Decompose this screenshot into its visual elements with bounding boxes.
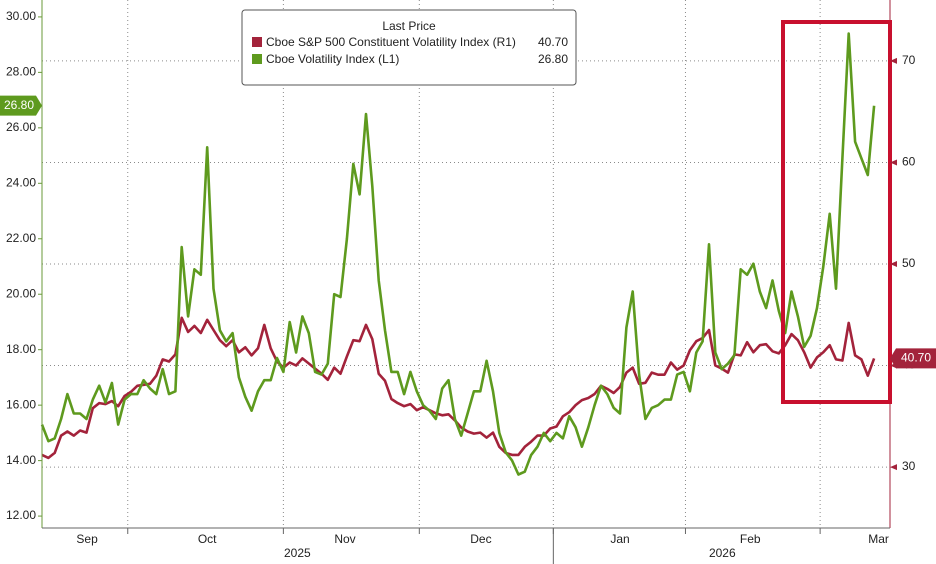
legend-box xyxy=(241,9,577,86)
year-label: 2026 xyxy=(709,546,736,560)
last-price-label: 40.70 xyxy=(901,351,931,365)
axes: 12.00 14.00 16.00 18.00 20.00 22.00 24.00 26.00… xyxy=(0,9,936,564)
y-tick-label: 20.00 xyxy=(6,286,36,300)
y2-tick-label: 50 xyxy=(902,256,916,270)
x-tick-label: Dec xyxy=(470,532,491,546)
legend-label: Cboe S&P 500 Constituent Volatility Inde… xyxy=(266,35,516,49)
y2-tick-label: 60 xyxy=(902,155,916,169)
legend-title: Last Price xyxy=(382,19,436,33)
lines xyxy=(40,32,876,476)
legend-swatch xyxy=(252,37,262,47)
x-tick-label: Oct xyxy=(198,532,217,546)
x-tick-label: Mar xyxy=(868,532,889,546)
legend-swatch xyxy=(252,54,262,64)
series-line xyxy=(40,32,876,476)
year-label: 2025 xyxy=(284,546,311,560)
y-tick-label: 14.00 xyxy=(6,453,36,467)
y2-tick-label: 30 xyxy=(902,459,916,473)
legend-value: 26.80 xyxy=(538,52,568,66)
y-tick-label: 28.00 xyxy=(6,65,36,79)
last-price-label: 26.80 xyxy=(4,98,34,112)
legend-label: Cboe Volatility Index (L1) xyxy=(266,52,399,66)
y2-tick-label: 70 xyxy=(902,53,916,67)
y2-tick xyxy=(890,261,897,267)
x-tick-label: Feb xyxy=(740,532,761,546)
y-tick-label: 22.00 xyxy=(6,231,36,245)
y-tick-label: 26.00 xyxy=(6,120,36,134)
x-tick-label: Nov xyxy=(334,532,355,546)
y-tick-label: 18.00 xyxy=(6,342,36,356)
y2-tick xyxy=(890,464,897,471)
y-tick-label: 30.00 xyxy=(6,9,36,23)
y2-tick xyxy=(890,57,897,64)
y-tick-label: 24.00 xyxy=(6,175,36,189)
highlight-box xyxy=(781,20,892,404)
y-tick-label: 12.00 xyxy=(6,508,36,522)
x-tick-label: Sep xyxy=(76,532,98,546)
x-tick-label: Jan xyxy=(610,532,629,546)
last-price-tag xyxy=(0,95,42,116)
legend-value: 40.70 xyxy=(538,35,568,49)
y-tick-label: 16.00 xyxy=(6,397,36,411)
legend: Last Price Cboe S&P 500 Constituent Vola… xyxy=(241,9,577,86)
y2-tick xyxy=(890,159,897,166)
last-price-tag xyxy=(890,348,936,369)
